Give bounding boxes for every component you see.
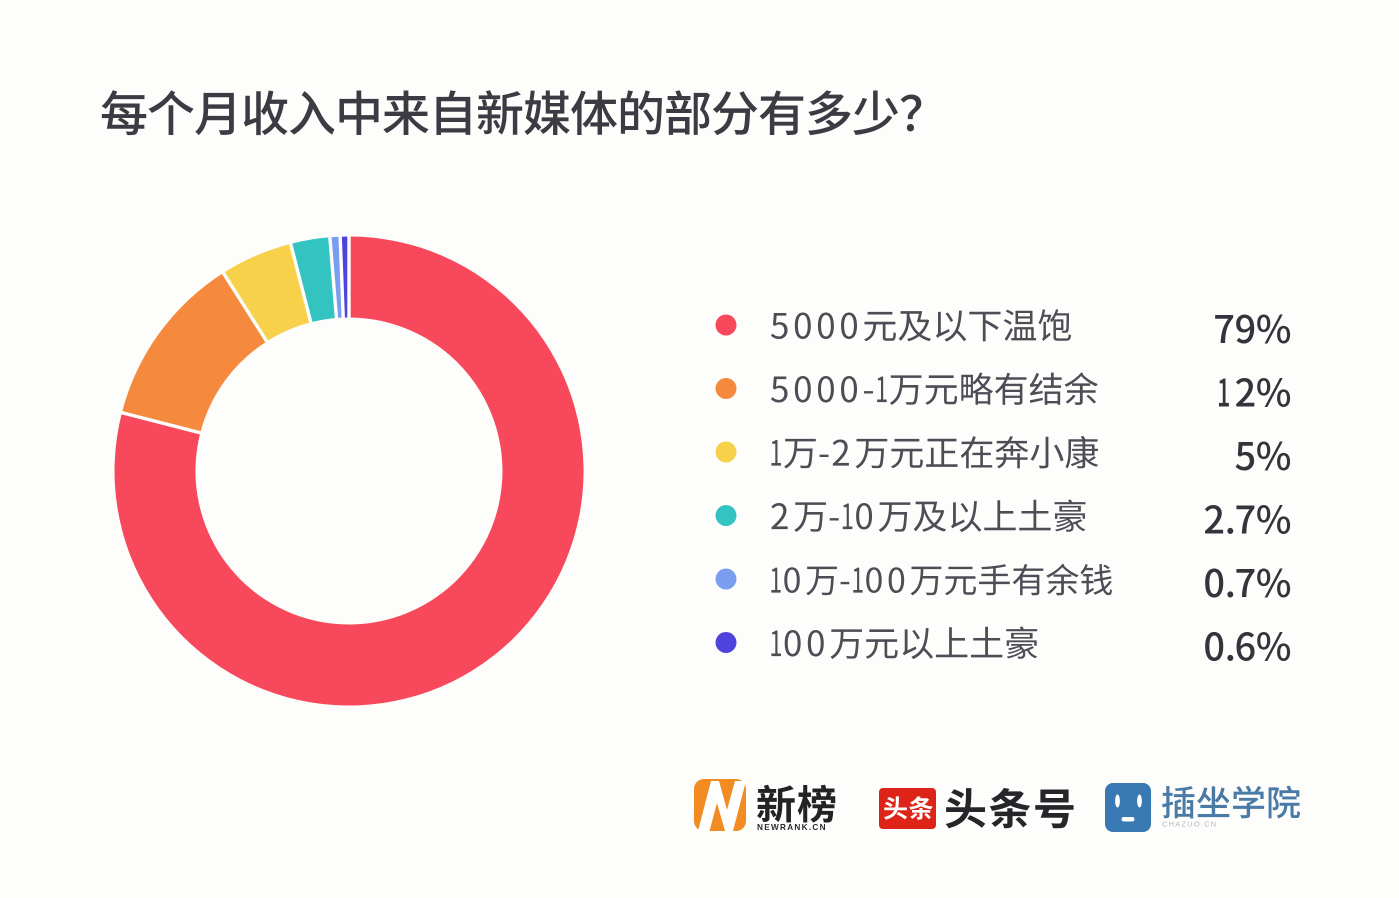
svg-text:CHAZUO.CN: CHAZUO.CN	[1162, 820, 1217, 829]
svg-text:NEWRANK.CN: NEWRANK.CN	[757, 823, 827, 832]
